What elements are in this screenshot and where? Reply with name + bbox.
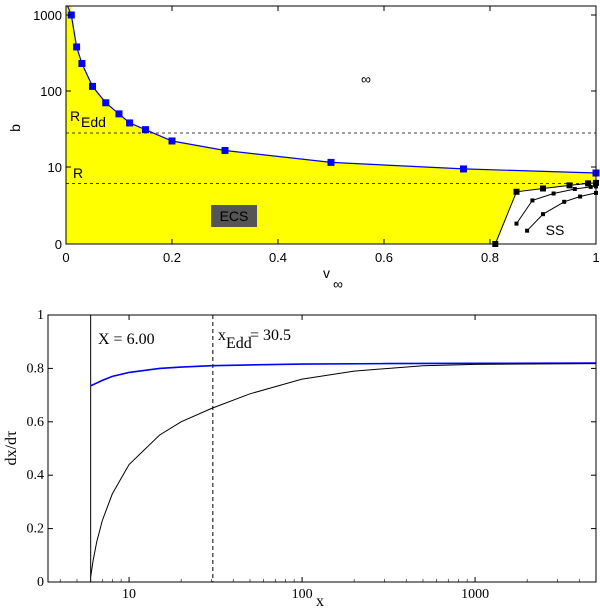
blue-curve (90, 362, 597, 387)
boundary-point-5 (115, 110, 123, 118)
bottom-plot-background (48, 315, 596, 582)
ss-2-point-3 (572, 187, 577, 192)
bottom-y-tick-label-1: 0.2 (27, 522, 45, 537)
infinity-label: ∞ (361, 71, 371, 87)
bottom-series (90, 362, 597, 577)
top-y-tick-label-2: 100 (40, 84, 62, 99)
bottom-chart: 10 100 1000 0 0.2 0.4 0.6 0.8 1 X = 6.00 x Edd =… (3, 308, 597, 610)
x-edd-annotation-sub: Edd (226, 335, 252, 352)
bottom-x-tick-label-2: 1000 (461, 587, 489, 602)
ecs-badge (211, 205, 257, 227)
ss-3-point-1 (541, 212, 545, 217)
ss-3-point-2 (562, 199, 567, 204)
ss-2-point-1 (530, 198, 535, 203)
ecs-label: ECS (220, 208, 249, 224)
bottom-y-tick-label-5: 1 (37, 308, 44, 323)
bottom-plot-frame (47, 314, 597, 583)
top-plot-frame (65, 5, 597, 245)
top-x-tick-label-0: 0 (62, 250, 69, 265)
ss-3-point-3 (578, 194, 583, 199)
boundary-point-8 (168, 137, 176, 145)
boundary-point-9 (221, 146, 229, 154)
top-x-tick-label-2: 0.4 (269, 250, 287, 265)
boundary-point-11 (460, 165, 467, 173)
r-edd-label: R (70, 108, 80, 124)
ss-1-point-1 (513, 188, 520, 195)
boundary-point-6 (126, 119, 134, 127)
bottom-y-axis-label: dx/dτ (3, 430, 20, 465)
boundary-point-2 (78, 60, 86, 68)
boundary-point-10 (327, 158, 335, 166)
x-edd-annotation-value: = 30.5 (250, 327, 291, 344)
top-x-axis-label-sub: ∞ (333, 276, 343, 292)
black-curve (90, 363, 597, 577)
top-y-tick-label-1: 10 (48, 160, 62, 175)
ss-3-point-0 (525, 228, 530, 233)
x-edd-annotation: x (218, 327, 226, 344)
top-x-axis-label: v (323, 265, 330, 281)
ss-2-point-4 (588, 184, 593, 189)
boundary-point-1 (73, 43, 81, 51)
boundary-point-7 (142, 126, 149, 134)
top-y-tick-label-0: 0 (55, 237, 62, 252)
bottom-y-tick-label-2: 0.4 (27, 468, 45, 483)
bottom-y-tick-label-3: 0.6 (27, 415, 45, 430)
bottom-x-tick-label-1: 100 (292, 587, 313, 602)
r-label: R (73, 165, 83, 181)
top-y-tick-label-3: 1000 (33, 8, 62, 23)
vertical-lines (90, 315, 214, 582)
boundary-point-0 (67, 11, 75, 19)
top-x-tick-label-3: 0.6 (375, 250, 393, 265)
ss-2-point-2 (551, 191, 556, 196)
bottom-axis-ticks: 10 100 1000 0 0.2 0.4 0.6 0.8 1 (27, 308, 597, 602)
r-edd-label-sub: Edd (81, 114, 106, 130)
top-x-tick-label-1: 0.2 (163, 250, 181, 265)
ss-1-point-3 (566, 182, 573, 189)
boundary-point-3 (89, 82, 96, 90)
ss-label: SS (546, 222, 565, 238)
x-star-annotation: X = 6.00 (98, 331, 155, 348)
ecs-region-fill (66, 6, 596, 244)
boundary-point-4 (102, 99, 110, 107)
top-x-tick-label-5: 1 (592, 250, 599, 265)
ss-2-point-0 (514, 221, 519, 226)
reference-lines (66, 132, 596, 184)
top-y-axis-label: b (7, 124, 23, 132)
bottom-y-tick-label-0: 0 (37, 575, 44, 590)
top-x-tick-label-4: 0.8 (481, 250, 499, 265)
bottom-y-tick-label-4: 0.8 (27, 361, 45, 376)
bottom-x-axis-label: x (316, 593, 324, 610)
ss-1-point-2 (540, 185, 546, 192)
bottom-x-tick-label-0: 10 (122, 587, 136, 602)
